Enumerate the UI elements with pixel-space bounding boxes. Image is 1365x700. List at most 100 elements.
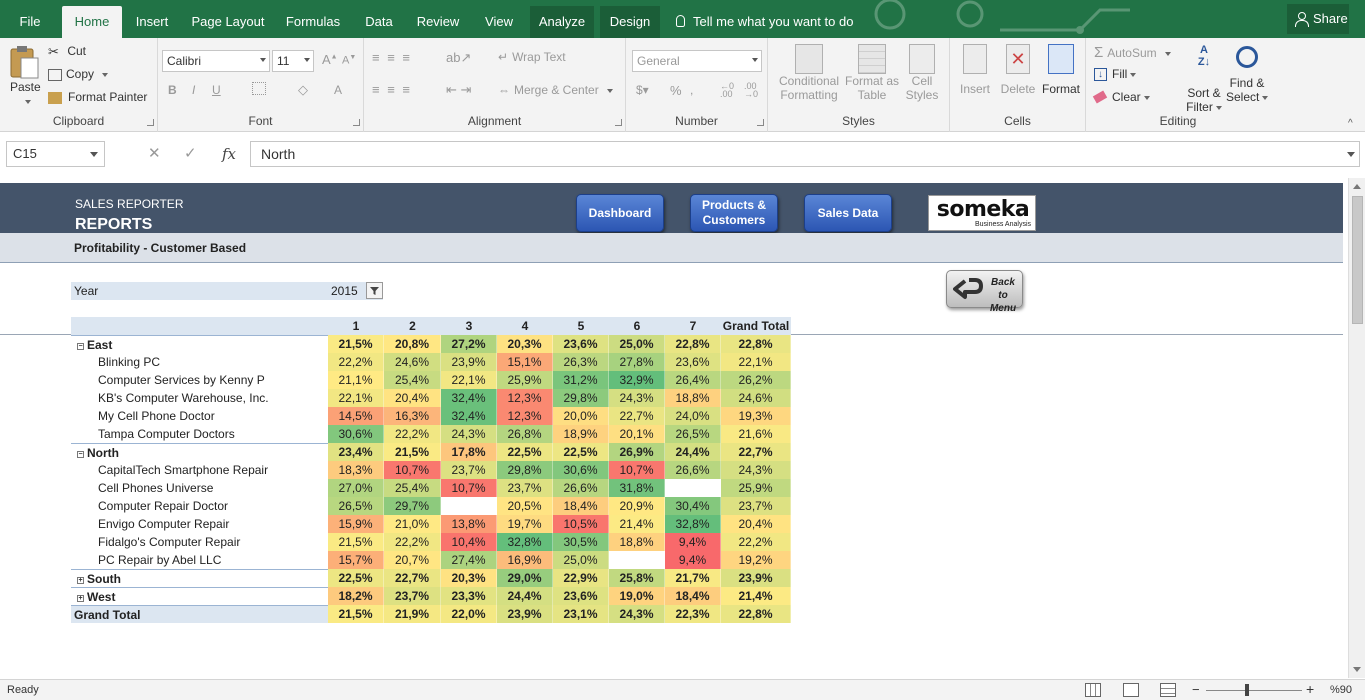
collapse-ribbon-icon[interactable]: ^ [1348,118,1353,129]
pivot-value-cell[interactable]: 25,0% [609,335,665,353]
pivot-value-cell[interactable]: 22,9% [553,569,609,587]
format-cells-button[interactable]: Format [1040,44,1082,96]
pivot-value-cell[interactable]: 21,4% [609,515,665,533]
pivot-value-cell[interactable]: 20,8% [384,335,441,353]
pivot-column-header[interactable]: Grand Total [721,317,791,335]
fill-color-icon[interactable]: ◇ [298,82,308,97]
pivot-value-cell[interactable]: 25,8% [609,569,665,587]
scroll-down-icon[interactable] [1353,667,1361,672]
pivot-value-cell[interactable]: 23,6% [665,353,721,371]
pivot-value-cell[interactable]: 25,4% [384,479,441,497]
pivot-value-cell[interactable]: 14,5% [328,407,384,425]
indent-icon[interactable]: ⇤ ⇥ [446,82,472,97]
pivot-value-cell[interactable]: 29,8% [553,389,609,407]
pivot-value-cell[interactable]: 32,8% [497,533,553,551]
pivot-value-cell[interactable]: 24,3% [609,605,665,623]
pivot-value-cell[interactable]: 23,9% [497,605,553,623]
pivot-value-cell[interactable]: 18,8% [665,389,721,407]
pivot-value-cell[interactable]: 20,5% [497,497,553,515]
pivot-value-cell[interactable]: 18,4% [553,497,609,515]
pivot-value-cell[interactable]: 25,9% [497,371,553,389]
pivot-value-cell[interactable]: 27,0% [328,479,384,497]
pivot-column-header[interactable]: 3 [441,317,497,335]
pivot-value-cell[interactable]: 10,5% [553,515,609,533]
pivot-value-cell[interactable]: 26,3% [553,353,609,371]
pivot-value-cell[interactable]: 16,3% [384,407,441,425]
format-as-table-button[interactable]: Format as Table [844,44,900,102]
pivot-value-cell[interactable] [665,479,721,497]
wrap-text-button[interactable]: ↵ Wrap Text [498,50,566,64]
copy-button[interactable]: Copy [48,67,109,81]
pivot-value-cell[interactable]: 30,6% [553,461,609,479]
pivot-value-cell[interactable]: 10,7% [441,479,497,497]
pivot-value-cell[interactable]: 24,0% [665,407,721,425]
pivot-column-header[interactable]: 2 [384,317,441,335]
pivot-value-cell[interactable]: 22,1% [328,389,384,407]
pivot-column-header[interactable]: 5 [553,317,609,335]
pivot-value-cell[interactable]: 27,2% [441,335,497,353]
autosum-button[interactable]: Σ AutoSum [1094,44,1171,61]
pivot-value-cell[interactable]: 32,8% [665,515,721,533]
pivot-value-cell[interactable]: 10,4% [441,533,497,551]
pivot-value-cell[interactable]: 30,4% [665,497,721,515]
pivot-value-cell[interactable]: 22,5% [497,443,553,461]
pivot-value-cell[interactable]: 23,1% [553,605,609,623]
pivot-value-cell[interactable]: 31,8% [609,479,665,497]
name-box[interactable]: C15 [6,141,105,167]
dashboard-button[interactable]: Dashboard [576,194,664,232]
filter-dropdown-icon[interactable] [366,282,383,299]
sales-data-button[interactable]: Sales Data [804,194,892,232]
pivot-value-cell[interactable]: 12,3% [497,407,553,425]
pivot-value-cell[interactable]: 18,2% [328,587,384,605]
pivot-value-cell[interactable]: 21,4% [721,587,791,605]
pivot-value-cell[interactable]: 24,4% [497,587,553,605]
pivot-value-cell[interactable]: 22,2% [384,425,441,443]
sort-filter-button[interactable]: A Z↓ Sort & Filter [1184,44,1224,114]
find-select-button[interactable]: Find & Select [1226,44,1269,104]
scroll-up-icon[interactable] [1353,184,1361,189]
pivot-value-cell[interactable]: 21,1% [328,371,384,389]
pivot-value-cell[interactable] [609,551,665,569]
back-to-menu-button[interactable]: Back to Menu [946,270,1023,314]
top-align-icon[interactable]: ≡ ≡ ≡ [372,50,412,65]
zoom-in-icon[interactable]: + [1306,681,1315,697]
pivot-value-cell[interactable]: 19,2% [721,551,791,569]
pivot-value-cell[interactable]: 26,8% [497,425,553,443]
dialog-launcher-icon[interactable] [353,119,360,126]
pivot-value-cell[interactable]: 26,2% [721,371,791,389]
tab-formulas[interactable]: Formulas [285,14,341,29]
pivot-value-cell[interactable]: 21,7% [665,569,721,587]
pivot-value-cell[interactable]: 30,5% [553,533,609,551]
pivot-value-cell[interactable]: 23,6% [553,587,609,605]
pivot-value-cell[interactable]: 23,7% [721,497,791,515]
tell-me-box[interactable]: Tell me what you want to do [676,6,853,38]
tab-design[interactable]: Design [600,6,660,38]
font-color-icon[interactable]: A [334,83,343,97]
pivot-value-cell[interactable]: 23,3% [441,587,497,605]
dialog-launcher-icon[interactable] [147,119,154,126]
percent-icon[interactable]: % [670,83,682,98]
pivot-value-cell[interactable]: 20,9% [609,497,665,515]
collapse-icon[interactable]: − [77,343,84,350]
pivot-value-cell[interactable]: 22,1% [441,371,497,389]
pivot-value-cell[interactable]: 22,5% [553,443,609,461]
page-break-view-icon[interactable] [1160,683,1176,697]
pivot-value-cell[interactable]: 20,3% [497,335,553,353]
pivot-value-cell[interactable]: 24,3% [609,389,665,407]
tab-insert[interactable]: Insert [135,14,169,29]
pivot-value-cell[interactable]: 26,9% [609,443,665,461]
number-format-select[interactable]: General [632,50,762,72]
pivot-value-cell[interactable]: 9,4% [665,551,721,569]
pivot-value-cell[interactable]: 21,0% [384,515,441,533]
pivot-value-cell[interactable]: 20,0% [553,407,609,425]
pivot-column-header[interactable]: 6 [609,317,665,335]
pivot-value-cell[interactable]: 20,4% [384,389,441,407]
pivot-value-cell[interactable]: 22,8% [721,605,791,623]
pivot-value-cell[interactable]: 22,8% [665,335,721,353]
pivot-value-cell[interactable]: 24,3% [721,461,791,479]
tab-home[interactable]: Home [62,6,122,38]
products-customers-button[interactable]: Products & Customers [690,194,778,232]
pivot-value-cell[interactable]: 20,4% [721,515,791,533]
pivot-value-cell[interactable]: 32,9% [609,371,665,389]
pivot-value-cell[interactable]: 22,2% [721,533,791,551]
